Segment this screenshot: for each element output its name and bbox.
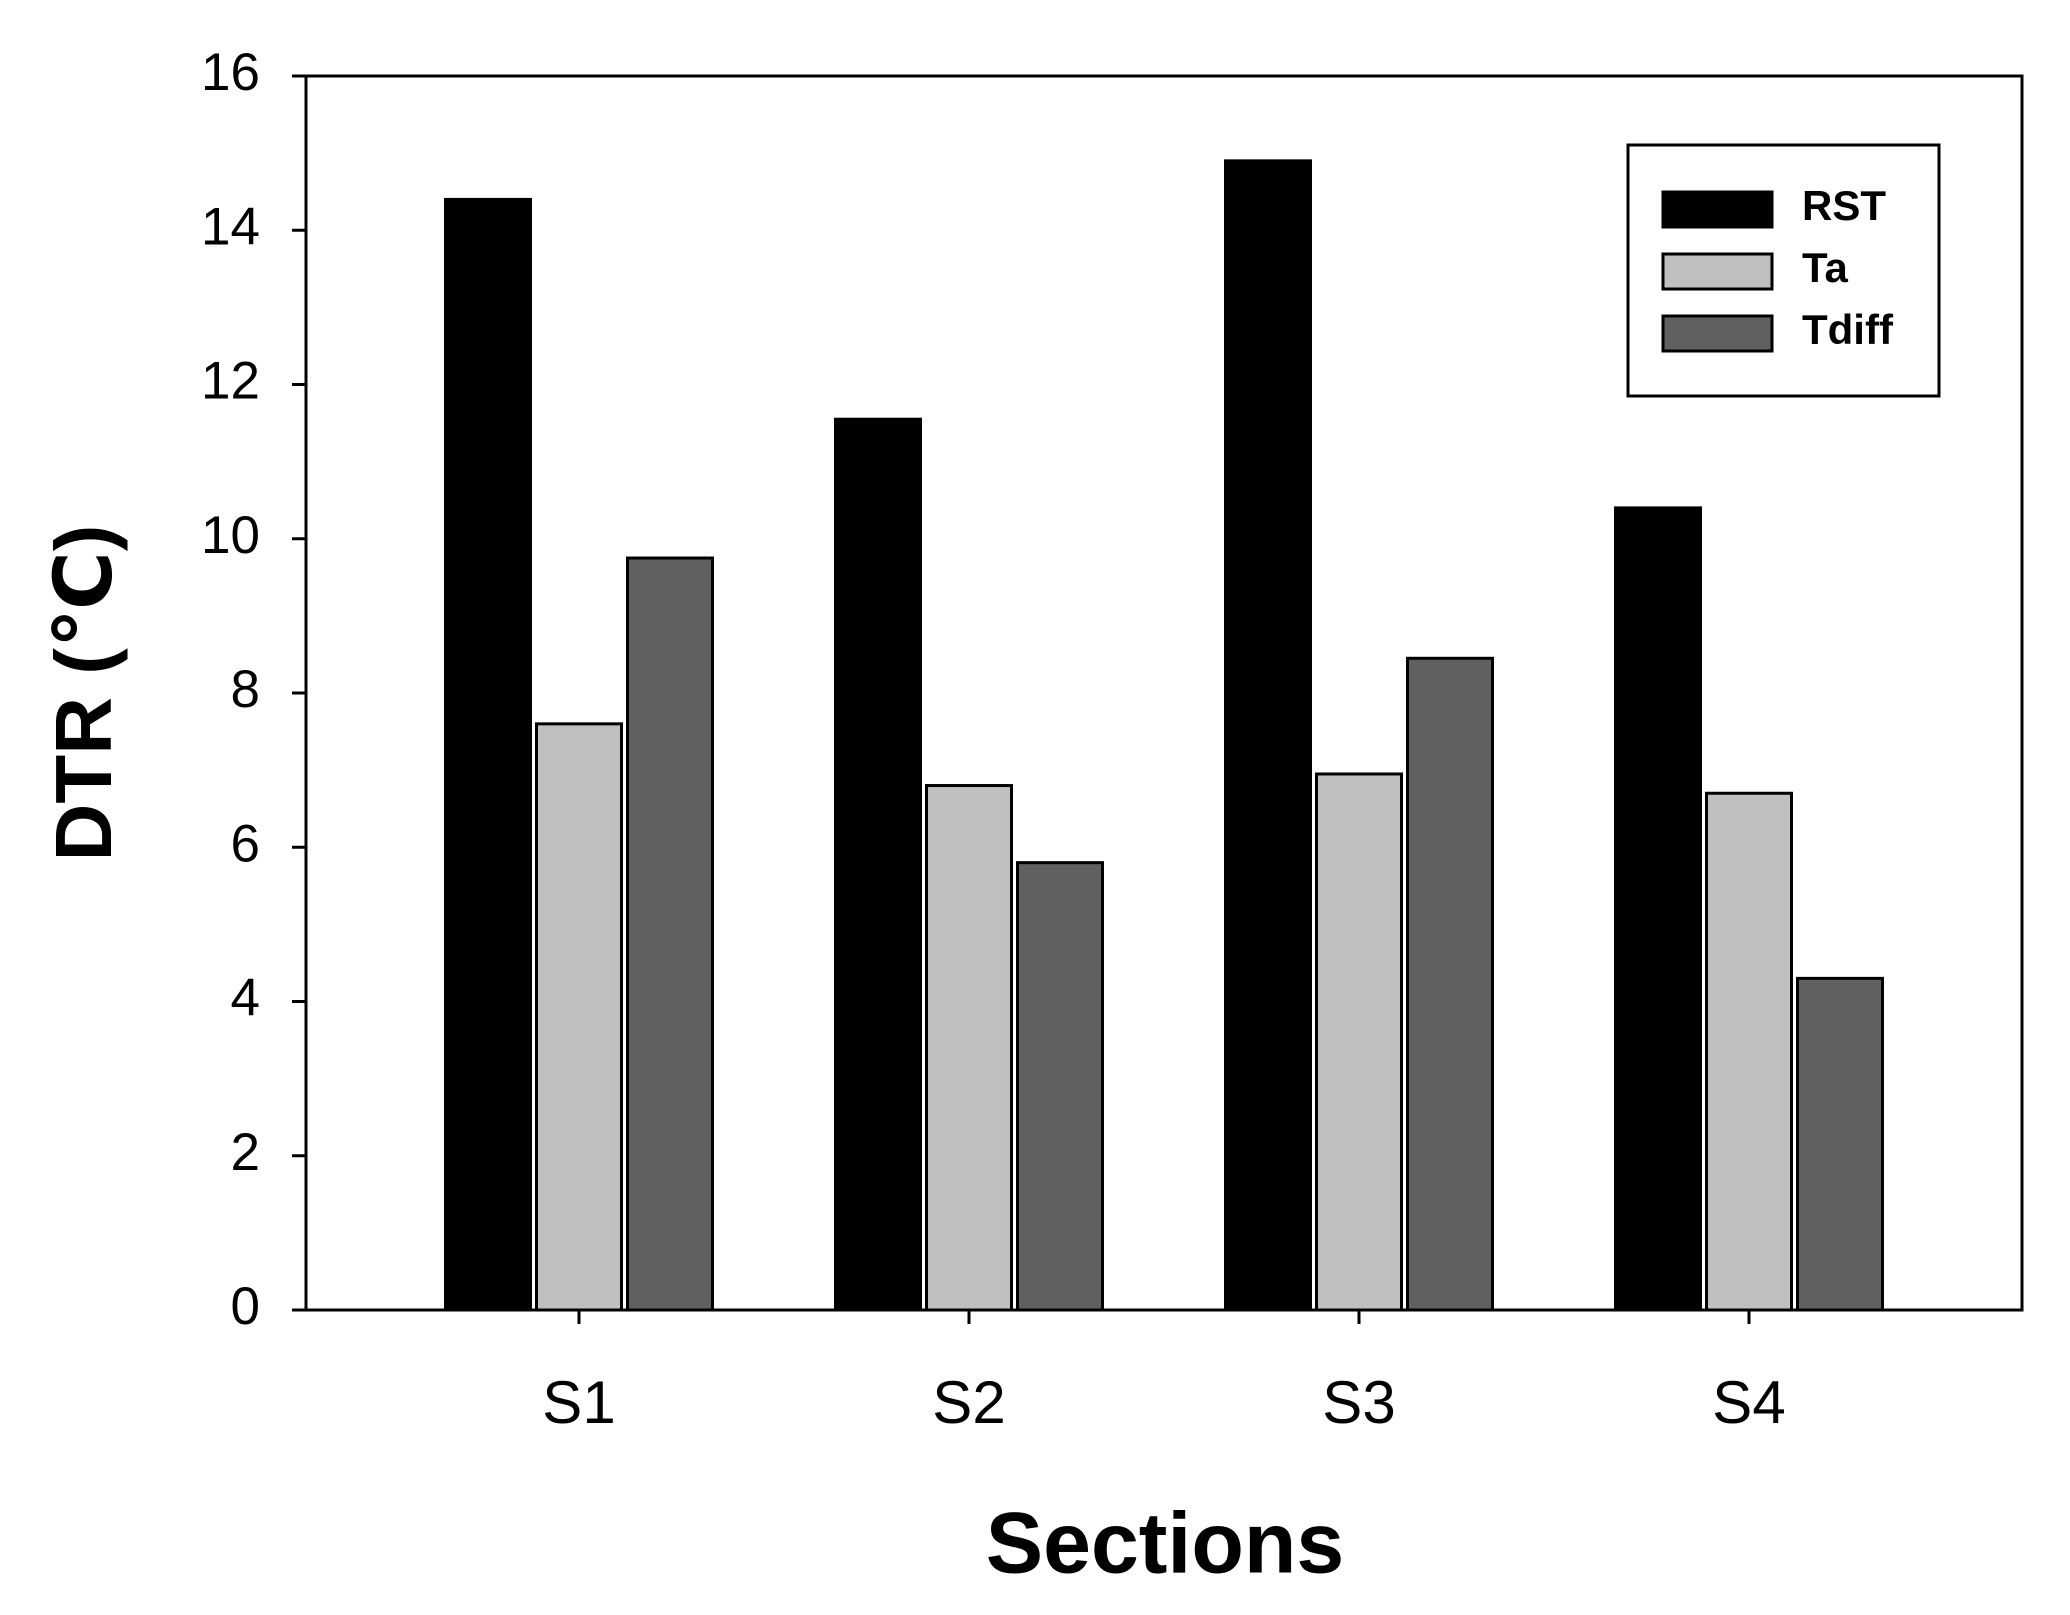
legend-label: Ta bbox=[1802, 244, 1849, 291]
bar bbox=[1614, 506, 1702, 1312]
bar bbox=[1406, 656, 1494, 1312]
legend-label: RST bbox=[1802, 182, 1886, 229]
bar bbox=[1315, 772, 1403, 1312]
y-tick-label: 4 bbox=[231, 969, 260, 1028]
bar bbox=[626, 556, 714, 1312]
legend-swatch bbox=[1661, 314, 1774, 353]
y-tick-label: 2 bbox=[231, 1123, 260, 1182]
x-tick-label: S1 bbox=[542, 1369, 615, 1436]
y-tick-label: 16 bbox=[201, 43, 260, 102]
legend-swatch bbox=[1661, 190, 1774, 229]
bar bbox=[535, 722, 623, 1312]
bar bbox=[1705, 791, 1793, 1312]
legend-swatch bbox=[1661, 252, 1774, 291]
x-tick-label: S3 bbox=[1322, 1369, 1395, 1436]
legend-label: Tdiff bbox=[1802, 306, 1894, 353]
x-axis-title: Sections bbox=[986, 1496, 1344, 1592]
y-tick-label: 12 bbox=[201, 352, 260, 411]
y-axis-title: DTR (℃) bbox=[39, 525, 128, 862]
y-tick-label: 10 bbox=[201, 506, 260, 565]
y-tick-label: 6 bbox=[231, 814, 260, 873]
bar bbox=[834, 417, 922, 1312]
bar bbox=[925, 784, 1013, 1312]
bar bbox=[1224, 159, 1312, 1312]
y-tick-label: 8 bbox=[231, 660, 260, 719]
bar bbox=[1016, 861, 1104, 1312]
y-tick-label: 14 bbox=[201, 197, 260, 256]
x-tick-label: S4 bbox=[1712, 1369, 1785, 1436]
x-tick-label: S2 bbox=[932, 1369, 1005, 1436]
bar bbox=[444, 197, 532, 1312]
bar bbox=[1796, 976, 1884, 1312]
y-tick-label: 0 bbox=[231, 1277, 260, 1336]
